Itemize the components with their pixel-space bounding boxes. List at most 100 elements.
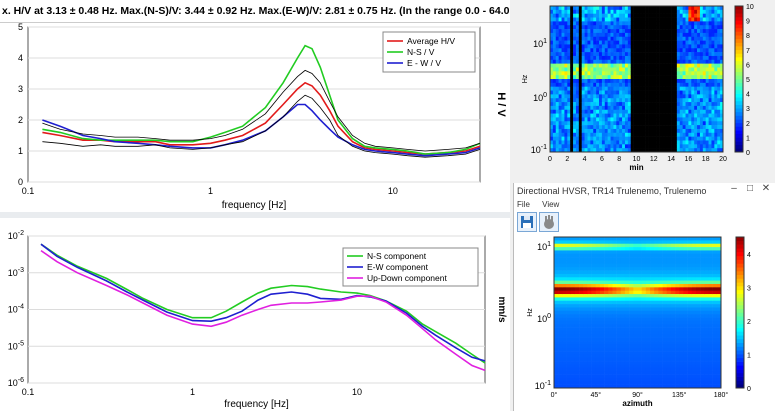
- directional-cell: [695, 344, 701, 349]
- directional-cell: [708, 280, 713, 285]
- directional-cell: [645, 294, 651, 298]
- spectrogram-xtick: 12: [650, 156, 658, 163]
- directional-cell: [574, 367, 580, 372]
- directional-cell: [658, 243, 663, 248]
- spectrogram-cell: [578, 44, 583, 49]
- spectrogram-cell: [604, 132, 608, 137]
- directional-cell: [566, 257, 571, 261]
- directional-cell: [624, 354, 630, 359]
- directional-cell: [675, 337, 680, 342]
- spectrogram-cell: [578, 40, 583, 45]
- spectrogram-cell: [711, 132, 715, 137]
- spectrogram-cell: [679, 71, 683, 76]
- spectrogram-cell: [691, 13, 695, 18]
- directional-cell: [595, 290, 601, 295]
- directional-cell: [683, 354, 688, 359]
- spectrogram-cell: [648, 36, 652, 41]
- directional-cell: [712, 247, 718, 251]
- save-icon[interactable]: [517, 212, 537, 232]
- spectrogram-cell: [694, 25, 698, 30]
- spectrogram-cell: [619, 98, 623, 103]
- spectrogram-cell: [561, 132, 565, 137]
- spectrogram-cell: [622, 109, 626, 114]
- hand-icon[interactable]: [539, 212, 559, 232]
- spectrogram-cell: [659, 148, 663, 153]
- spectrogram-cell: [633, 132, 637, 137]
- directional-cell: [666, 354, 672, 359]
- directional-cell: [566, 243, 571, 248]
- spectrogram-cell: [596, 21, 600, 26]
- directional-cell: [591, 240, 597, 245]
- directional-cell: [633, 290, 638, 295]
- spectrogram-colorbar-cell: [735, 53, 743, 58]
- directional-cell: [624, 300, 630, 305]
- spectrogram-cell: [601, 48, 606, 53]
- spectrogram-cell: [642, 117, 646, 122]
- spectrogram-cell: [590, 63, 594, 68]
- spectrogram-cell: [648, 48, 652, 53]
- spectrogram-cell: [691, 36, 695, 41]
- directional-cell: [633, 270, 638, 275]
- directional-cell: [700, 327, 705, 332]
- spectrogram-cell: [573, 117, 577, 122]
- spectrogram-cell: [555, 136, 559, 141]
- spectrogram-cell: [599, 71, 603, 76]
- spectrogram-cell: [619, 86, 623, 91]
- directional-cell: [595, 273, 601, 278]
- directional-cell: [670, 337, 676, 342]
- directional-cell: [599, 351, 605, 355]
- spectrogram-cell: [676, 21, 681, 26]
- spectrogram-colorbar-cell: [735, 60, 743, 65]
- directional-cell: [579, 354, 584, 359]
- maximize-icon[interactable]: □: [746, 183, 754, 194]
- close-icon[interactable]: ✕: [761, 183, 771, 194]
- spectrogram-cell: [673, 128, 678, 134]
- spectrogram-cell: [705, 36, 709, 41]
- spectrogram-cell: [720, 48, 724, 53]
- directional-cell: [562, 267, 567, 271]
- spectrogram-cell: [601, 13, 606, 18]
- spectrogram-cell: [633, 52, 637, 57]
- spectrogram-cell: [564, 128, 568, 134]
- spectrogram-cell: [613, 52, 617, 57]
- minimize-icon[interactable]: –: [731, 183, 737, 194]
- spectrogram-cell: [688, 128, 692, 134]
- spectrogram-cell: [567, 6, 571, 11]
- spectrogram-cell: [711, 25, 715, 30]
- spectrogram-cell: [573, 140, 577, 145]
- directional-cells: [554, 237, 722, 389]
- spectrogram-cell: [656, 75, 660, 80]
- window-controls: – □ ✕: [726, 183, 774, 194]
- directional-cell: [612, 277, 617, 281]
- directional-cell: [708, 317, 713, 322]
- directional-cell: [637, 250, 642, 255]
- spectrogram-cell: [697, 82, 701, 87]
- directional-cell: [650, 267, 655, 271]
- spectrogram-cell: [596, 25, 600, 30]
- directional-cell: [554, 354, 559, 359]
- menu-file[interactable]: File: [517, 200, 530, 209]
- spectrogram-cell: [624, 140, 629, 145]
- spectrogram-cell: [622, 48, 626, 53]
- directional-cell: [708, 357, 713, 362]
- spectrogram-cell: [601, 113, 606, 118]
- spectrogram-cell: [708, 125, 712, 130]
- spectrogram-colorbar-cell: [735, 111, 743, 116]
- directional-hvsr-window[interactable]: Directional HVSR, TR14 Trulenemo, Trulen…: [513, 183, 775, 411]
- menu-view[interactable]: View: [542, 200, 560, 209]
- directional-cell: [624, 347, 630, 352]
- spectrogram-cell: [671, 48, 675, 53]
- directional-cell: [645, 250, 651, 255]
- spectrogram-cell: [587, 9, 591, 14]
- directional-cell: [641, 253, 647, 258]
- directional-cell: [633, 354, 638, 359]
- spectrogram-cell: [610, 44, 614, 49]
- spectrogram-colorbar-tick: 5: [746, 77, 750, 84]
- directional-cell: [633, 253, 638, 258]
- spectrogram-cell: [550, 90, 554, 95]
- directional-cell: [620, 304, 626, 308]
- directional-cell: [683, 327, 688, 332]
- spectrogram-cell: [694, 136, 698, 141]
- spectrogram-cell: [558, 52, 562, 57]
- spectrogram-cell: [650, 13, 655, 18]
